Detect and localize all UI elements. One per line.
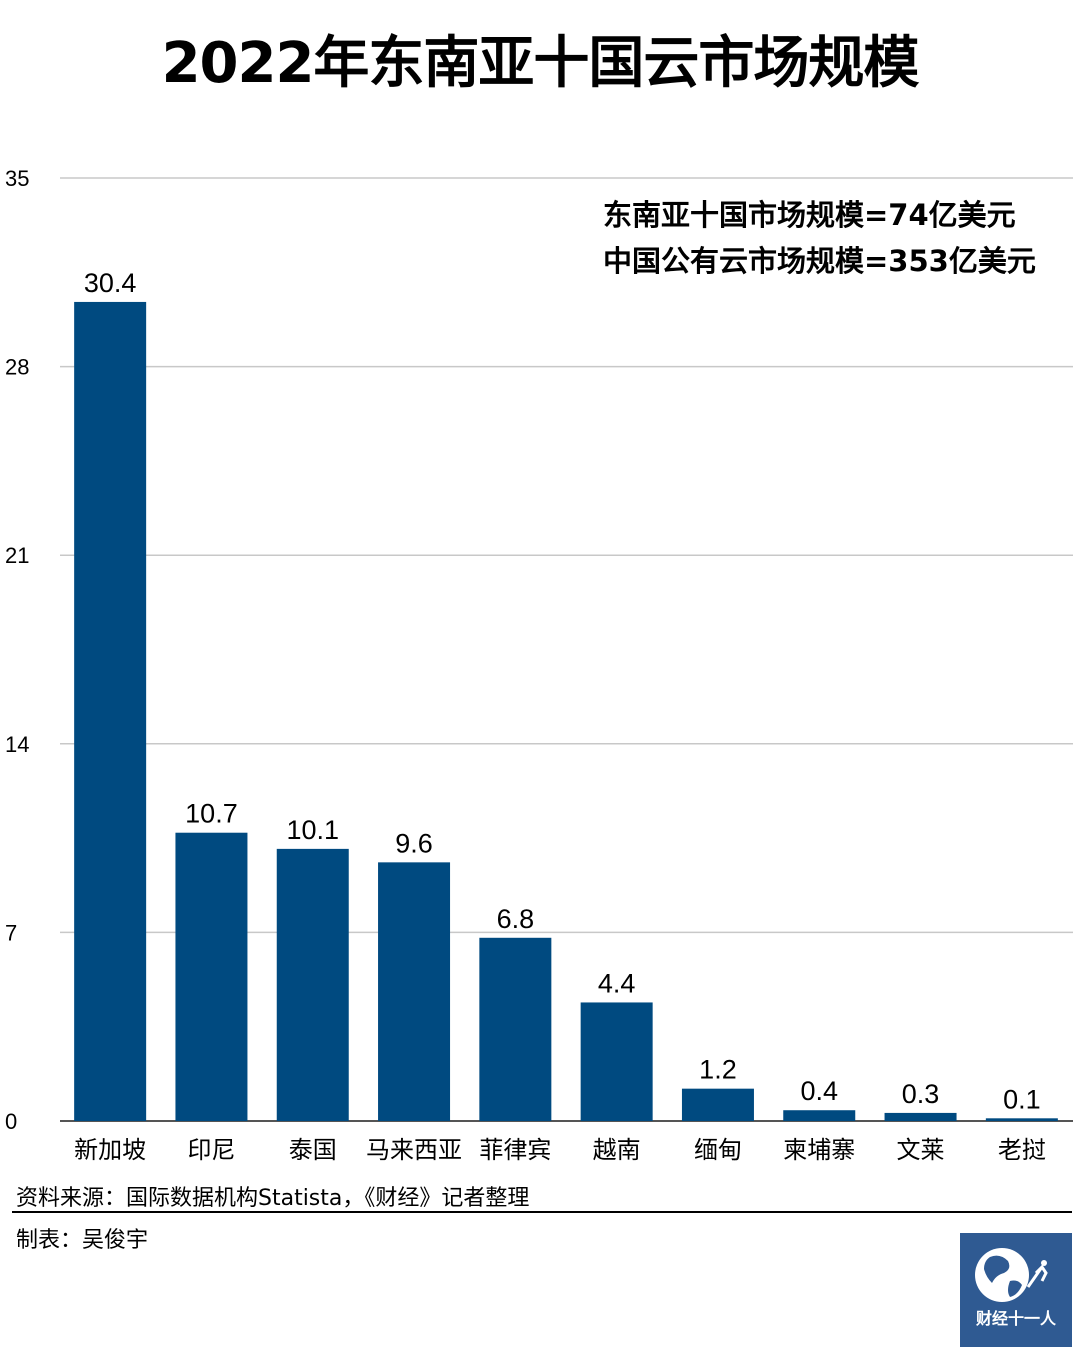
maker-credit: 制表：吴俊宇 [16, 1228, 149, 1253]
bar-value-label: 6.8 [497, 904, 535, 934]
x-category-label: 柬埔寨 [783, 1136, 855, 1164]
bar [884, 1112, 957, 1121]
y-tick-label: 35 [5, 166, 29, 191]
x-category-label: 泰国 [289, 1136, 337, 1164]
bar-value-label: 4.4 [598, 968, 636, 998]
bar-value-label: 9.6 [395, 828, 433, 858]
publisher-logo: 财经十一人 [960, 1233, 1072, 1347]
x-category-label: 菲律宾 [479, 1136, 551, 1164]
bar [378, 862, 451, 1121]
bar-value-label: 0.1 [1003, 1084, 1041, 1114]
y-tick-label: 28 [5, 355, 29, 380]
chart-title: 2022年东南亚十国云市场规模 [161, 31, 920, 96]
bar-value-label: 0.3 [902, 1079, 940, 1109]
bar [175, 832, 248, 1121]
x-category-label: 马来西亚 [366, 1136, 462, 1164]
bar-value-label: 10.1 [286, 815, 339, 845]
x-category-label: 越南 [593, 1136, 641, 1164]
bar-value-label: 10.7 [185, 799, 238, 829]
bar-value-label: 30.4 [84, 268, 137, 298]
y-tick-label: 14 [5, 732, 29, 757]
bar-chart: 0 7 14 21 28 35 30.4 新加坡 10.7 印尼 10.1 泰国 9.6 马来西亚 6.8 菲… [5, 166, 1073, 1164]
bar [276, 848, 349, 1121]
bar [985, 1118, 1058, 1121]
bar [479, 937, 552, 1121]
x-category-label: 缅甸 [694, 1136, 742, 1164]
y-tick-label: 7 [5, 920, 17, 945]
note-sea-market-size: 东南亚十国市场规模=74亿美元 [603, 198, 1016, 232]
x-category-label: 老挝 [998, 1136, 1046, 1164]
bar [783, 1110, 856, 1121]
y-tick-label: 0 [5, 1109, 17, 1134]
logo-text: 财经十一人 [975, 1309, 1056, 1328]
y-tick-label: 21 [5, 543, 29, 568]
x-category-label: 印尼 [187, 1136, 235, 1164]
globe-icon [975, 1248, 1048, 1302]
bar-value-label: 0.4 [800, 1076, 838, 1106]
source-note: 资料来源：国际数据机构Statista，《财经》记者整理 [16, 1186, 530, 1211]
bar [580, 1002, 653, 1121]
bar [681, 1088, 754, 1121]
bar-value-label: 1.2 [699, 1055, 737, 1085]
note-china-market-size: 中国公有云市场规模=353亿美元 [603, 244, 1036, 278]
bar [74, 301, 147, 1121]
x-category-label: 新加坡 [74, 1136, 146, 1164]
divider [12, 1211, 1072, 1213]
x-category-label: 文莱 [897, 1136, 945, 1164]
